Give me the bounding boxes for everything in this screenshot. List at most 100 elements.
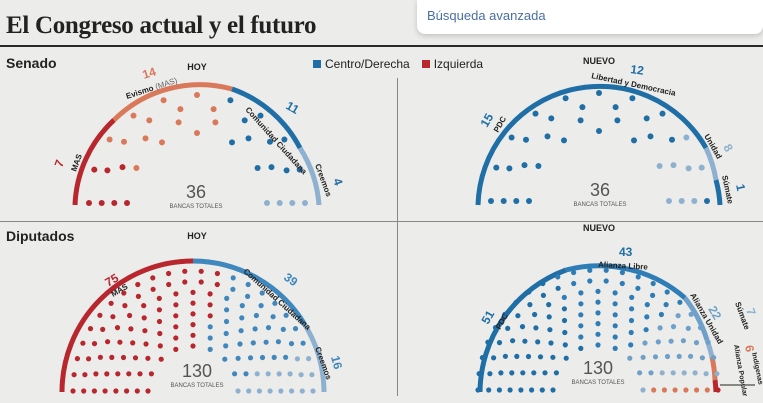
seat-dot: [578, 345, 584, 351]
seat-dot: [714, 371, 720, 377]
seat-dot: [526, 198, 532, 204]
seat-dot: [508, 134, 515, 141]
seat-dot: [571, 269, 577, 276]
seat-dot: [496, 387, 502, 393]
diputados-hoy-seats: [70, 268, 316, 394]
seat-dot: [173, 346, 179, 352]
seat-dot: [715, 387, 721, 393]
seat-dot: [561, 317, 568, 324]
seat-dot: [515, 313, 521, 319]
seat-dot: [688, 353, 694, 359]
seat-dot: [680, 338, 687, 344]
seat-dot: [561, 137, 567, 144]
seat-dot: [100, 326, 106, 332]
seat-dot: [289, 200, 296, 206]
seat-dot: [506, 165, 513, 172]
seat-dot: [555, 285, 561, 291]
seat-dot: [612, 301, 618, 307]
seat-dot: [629, 306, 635, 312]
seat-dot: [108, 300, 114, 306]
seat-dot: [579, 104, 586, 111]
diputados-section-label: Diputados: [6, 228, 75, 244]
seat-dot: [500, 198, 507, 204]
seat-dot: [540, 292, 547, 298]
seat-dot: [659, 370, 665, 376]
seat-dot: [498, 370, 504, 376]
seat-dot: [595, 288, 601, 294]
seat-dot: [677, 299, 683, 305]
seat-dot: [612, 345, 618, 351]
seat-dot: [281, 136, 288, 143]
arc-diputados-hoy-cc: [192, 258, 308, 327]
party-label-alianza-libre: Alianza Libre: [598, 260, 649, 272]
seat-dot: [306, 356, 312, 362]
legend-swatch-centro-derecha: [313, 60, 321, 68]
diputados-hoy-chart: HOY 75 MAS 39 Comunidad Ciudadana 16 Cre…: [59, 231, 345, 394]
seat-dot: [177, 106, 184, 113]
seat-dot: [546, 302, 552, 308]
seat-dot: [278, 388, 284, 394]
seat-dot: [232, 371, 238, 377]
arc-diputados-nuevo-alianza-unidad: [683, 296, 710, 341]
horizontal-divider: [0, 221, 763, 222]
seat-dot: [643, 327, 649, 333]
seat-dot: [268, 164, 275, 171]
seat-dot: [657, 325, 663, 331]
advanced-search-link[interactable]: Búsqueda avanzada: [427, 8, 546, 23]
seat-dot: [535, 339, 541, 345]
seat-dot: [190, 332, 196, 338]
seat-dot: [555, 274, 561, 280]
seat-dot: [97, 354, 103, 360]
seat-dot: [263, 339, 269, 345]
seat-dot: [669, 136, 675, 143]
seat-dot: [74, 356, 80, 362]
arc-diputados-hoy-creemos: [302, 323, 327, 393]
seat-dot: [529, 387, 535, 393]
seat-dot: [676, 353, 682, 359]
seat-dot: [190, 300, 196, 306]
seat-dot: [711, 355, 717, 361]
seat-dot: [488, 198, 494, 204]
seat-dot: [523, 136, 529, 143]
seat-dot: [106, 136, 113, 143]
arc-diputados-nuevo-pdc: [477, 267, 567, 393]
seat-dot: [612, 104, 619, 111]
seat-dot: [71, 372, 77, 378]
seat-dot: [288, 341, 295, 347]
legend-item-centro-derecha: Centro/Derecha: [313, 57, 410, 71]
seat-dot: [253, 312, 259, 319]
seat-dot: [91, 166, 98, 173]
seat-dot: [239, 315, 245, 321]
seat-dot: [124, 388, 130, 394]
seat-dot: [505, 325, 511, 331]
seat-dot: [145, 355, 151, 361]
seat-dot: [539, 387, 545, 393]
seat-dot: [547, 327, 553, 333]
seat-dot: [148, 371, 154, 377]
seat-dot: [235, 388, 241, 394]
seat-dot: [520, 370, 526, 376]
seat-dot: [542, 370, 548, 376]
seat-dot: [252, 326, 258, 332]
seat-count-mas-diputados: 75: [103, 271, 122, 290]
seat-dot: [86, 356, 92, 362]
seat-dot: [527, 302, 533, 308]
seat-dot: [190, 343, 196, 349]
seat-dot: [668, 338, 674, 344]
seat-dot: [704, 387, 710, 393]
seat-dot: [519, 324, 526, 330]
seat-dot: [476, 371, 482, 377]
seat-dot: [150, 275, 156, 281]
seat-dot: [173, 324, 179, 330]
seat-dot: [70, 388, 76, 394]
seat-dot: [675, 313, 681, 319]
seat-dot: [237, 341, 243, 347]
seat-dot: [292, 326, 299, 332]
seat-dot: [664, 289, 670, 295]
seat-dot: [91, 341, 98, 347]
vertical-divider: [397, 78, 398, 396]
arc-senado-nuevo-sumate: [713, 179, 723, 206]
senado-nuevo-seats: [488, 90, 710, 204]
advanced-search-popup[interactable]: Búsqueda avanzada: [417, 0, 763, 34]
seat-dot: [80, 340, 86, 346]
